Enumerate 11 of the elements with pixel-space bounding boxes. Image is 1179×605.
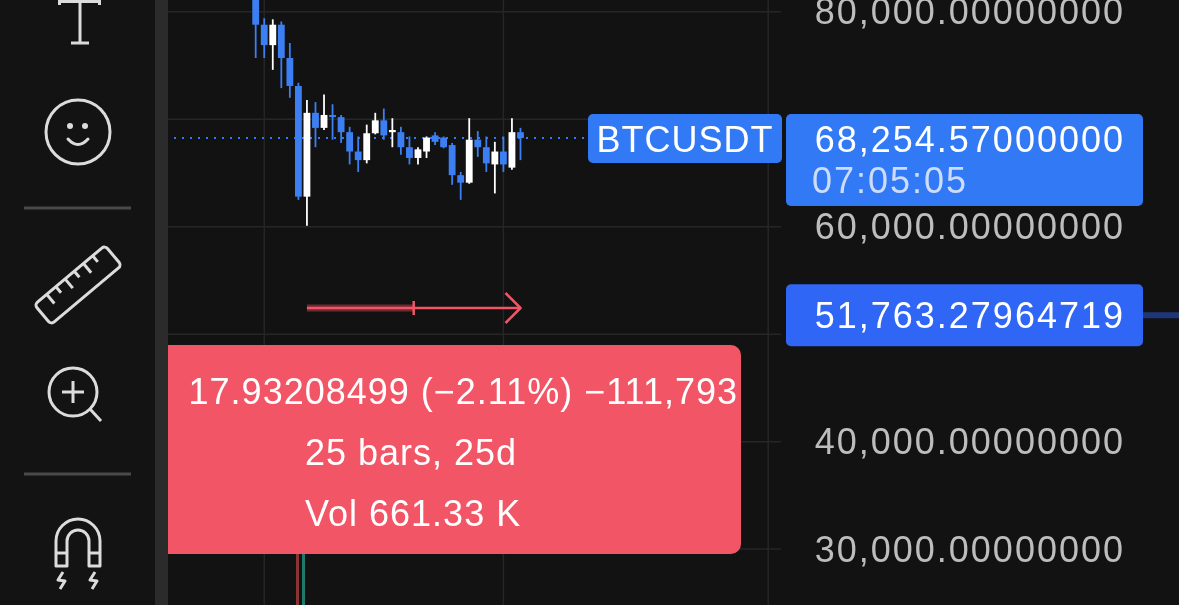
y-tick-label: 60,000.00000000	[814, 206, 1125, 248]
y-tick-label: 40,000.00000000	[814, 421, 1125, 463]
annotation: Vol 661.33 K	[305, 492, 522, 534]
ref-line-label: 51,763.27964719	[814, 294, 1125, 336]
y-tick-label: 30,000.00000000	[814, 528, 1125, 570]
ref-line-label: BTCUSDT	[596, 118, 774, 160]
text: 07:05:05	[812, 159, 969, 201]
text: 68,254.57000000	[814, 118, 1125, 160]
annotation: 17.93208499 (−2.11%) −111,793	[188, 370, 738, 412]
annotation: 25 bars, 25d	[305, 431, 518, 473]
y-tick-label: 80,000.00000000	[814, 0, 1125, 33]
